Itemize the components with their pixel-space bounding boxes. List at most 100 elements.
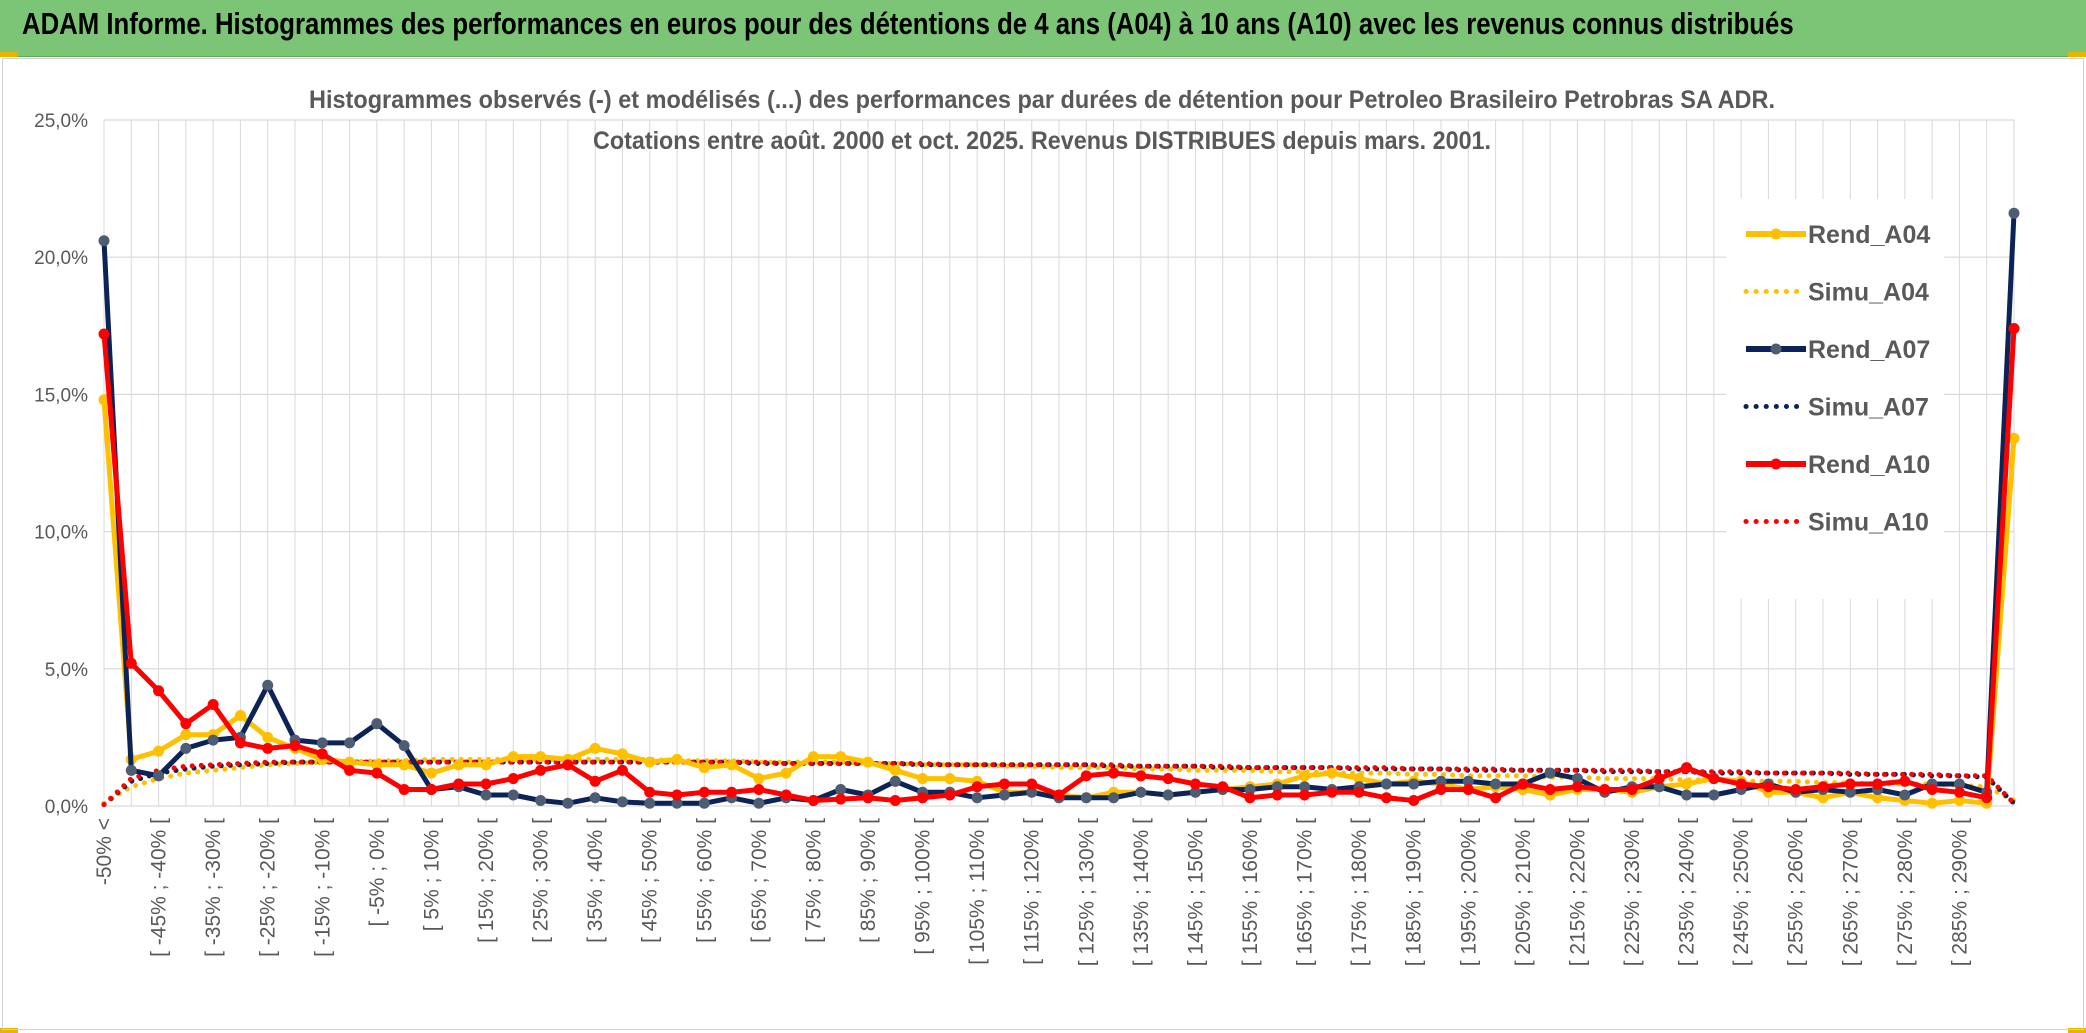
data-point	[480, 789, 492, 801]
data-point	[1626, 784, 1638, 796]
data-point	[671, 753, 683, 765]
data-point	[1517, 778, 1529, 790]
x-tick-label: [ 215% ; 220% [	[1566, 818, 1589, 966]
x-tick-label: [ 45% ; 50% [	[639, 818, 662, 943]
data-point	[1435, 784, 1447, 796]
data-point	[998, 789, 1010, 801]
data-point	[2008, 323, 2020, 335]
chart-subtitle: Cotations entre août. 2000 et oct. 2025.…	[593, 127, 1491, 155]
data-point	[1708, 773, 1720, 785]
chart-title-group: Histogrammes observés (-) et modélisés (…	[309, 86, 1775, 155]
legend-marker	[1770, 228, 1782, 240]
data-point	[1544, 767, 1556, 779]
corner-mark-bottom-right	[2068, 1028, 2086, 1033]
x-tick-label: [ 265% ; 270% [	[1839, 818, 1862, 966]
data-point	[1380, 792, 1392, 804]
data-point	[344, 737, 356, 749]
data-point	[1844, 778, 1856, 790]
data-point	[589, 775, 601, 787]
data-point	[207, 698, 219, 710]
x-tick-label: [ 275% ; 280% [	[1894, 818, 1917, 966]
data-point	[1053, 789, 1065, 801]
data-point	[507, 751, 519, 763]
data-point	[2008, 432, 2020, 444]
legend-label: Rend_A04	[1808, 221, 1930, 249]
data-point	[889, 795, 901, 807]
vertical-gridlines	[103, 120, 2015, 806]
data-point	[862, 792, 874, 804]
data-point	[780, 789, 792, 801]
x-tick-label: [ 25% ; 30% [	[530, 818, 553, 943]
x-tick-label: [ 245% ; 250% [	[1730, 818, 1753, 966]
data-point	[1080, 792, 1092, 804]
histogram-chart: 0,0% 5,0% 10,0% 15,0% 20,0% 25,0% Histogrammes…	[34, 86, 2020, 966]
data-point	[453, 759, 465, 771]
data-point	[1408, 795, 1420, 807]
data-point	[644, 786, 656, 798]
data-point	[1653, 773, 1665, 785]
legend-marker	[1770, 458, 1782, 470]
data-point	[1217, 781, 1229, 793]
data-point	[726, 786, 738, 798]
data-point	[1162, 773, 1174, 785]
x-tick-label: [ 75% ; 80% [	[802, 818, 825, 943]
x-tick-label: [ 285% ; 290% [	[1948, 818, 1971, 966]
x-tick-label: [ 255% ; 260% [	[1785, 818, 1808, 966]
legend-item: Simu_A07	[1743, 394, 1929, 422]
data-point	[698, 762, 710, 774]
data-point	[753, 797, 765, 809]
data-point	[1926, 784, 1938, 796]
data-point	[726, 759, 738, 771]
data-point	[480, 759, 492, 771]
data-point	[1135, 786, 1147, 798]
data-point	[153, 745, 165, 757]
y-tick-label: 25,0%	[34, 111, 88, 132]
x-tick-label: [ 145% ; 150% [	[1184, 818, 1207, 966]
data-point	[671, 789, 683, 801]
data-point	[1762, 781, 1774, 793]
data-point	[917, 773, 929, 785]
data-point	[1326, 786, 1338, 798]
data-point	[1735, 778, 1747, 790]
data-point	[398, 784, 410, 796]
data-point	[1681, 789, 1693, 801]
x-tick-labels: -50% < [ -45% ; -40% [[ -35% ; -30% [[ -2…	[93, 818, 1971, 966]
x-tick-label: [ 85% ; 90% [	[857, 818, 880, 943]
data-point	[1926, 797, 1938, 809]
data-point	[971, 792, 983, 804]
x-tick-label: [ 125% ; 130% [	[1075, 818, 1098, 966]
data-point	[1953, 786, 1965, 798]
data-point	[698, 797, 710, 809]
data-point	[1299, 789, 1311, 801]
legend-item: Simu_A10	[1743, 509, 1929, 537]
x-tick-label: [ 65% ; 70% [	[748, 818, 771, 943]
legend-label: Rend_A10	[1808, 451, 1930, 479]
data-point	[616, 748, 628, 760]
legend-label: Rend_A07	[1808, 336, 1930, 364]
data-point	[262, 742, 274, 754]
data-point	[1571, 781, 1583, 793]
data-point	[889, 775, 901, 787]
legend-label: Simu_A04	[1808, 279, 1929, 307]
data-point	[344, 764, 356, 776]
data-point	[1708, 789, 1720, 801]
data-point	[1135, 770, 1147, 782]
x-tick-label: [ -5% ; 0% [	[366, 818, 389, 927]
data-point	[180, 718, 192, 730]
x-tick-label: -50% <	[93, 818, 116, 885]
x-tick-label: [ -35% ; -30% [	[202, 818, 225, 957]
data-point	[562, 797, 574, 809]
legend-item: Simu_A04	[1743, 279, 1929, 307]
data-point	[507, 773, 519, 785]
corner-mark-top-left	[0, 52, 18, 57]
x-tick-label: [ 205% ; 210% [	[1512, 818, 1535, 966]
data-point	[1408, 778, 1420, 790]
x-tick-label: [ -25% ; -20% [	[257, 818, 280, 957]
data-point	[835, 784, 847, 796]
data-point	[562, 759, 574, 771]
data-point	[780, 767, 792, 779]
data-point	[1462, 784, 1474, 796]
data-point	[1026, 778, 1038, 790]
data-point	[1544, 784, 1556, 796]
data-point	[180, 729, 192, 741]
